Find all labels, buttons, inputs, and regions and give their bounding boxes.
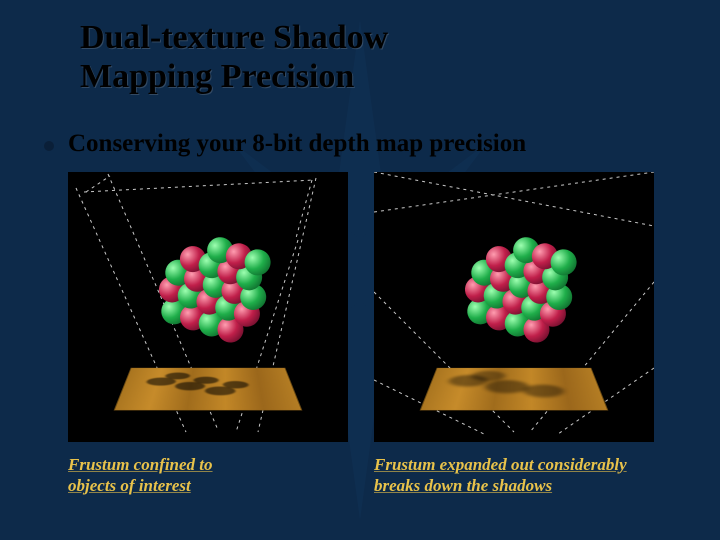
caption-left: Frustum confined toobjects of interest xyxy=(68,454,348,497)
slide-title: Dual-texture ShadowMapping Precision xyxy=(80,18,388,96)
sphere-cluster-left xyxy=(155,237,276,358)
sphere-cluster-right xyxy=(461,237,582,358)
figure-right: Frustum expanded out considerablybreaks … xyxy=(374,172,654,497)
figure-row: Frustum confined toobjects of interest F… xyxy=(68,172,654,497)
title-line1: Dual-texture ShadowMapping Precision xyxy=(80,19,388,95)
bullet-dot-icon xyxy=(44,141,54,151)
render-left xyxy=(68,172,348,442)
figure-left: Frustum confined toobjects of interest xyxy=(68,172,348,497)
bullet-text: Conserving your 8-bit depth map precisio… xyxy=(68,130,526,158)
render-right xyxy=(374,172,654,442)
floor-plane xyxy=(114,368,303,411)
caption-right: Frustum expanded out considerablybreaks … xyxy=(374,454,654,497)
bullet-item: Conserving your 8-bit depth map precisio… xyxy=(44,130,526,158)
floor-plane xyxy=(420,368,609,411)
